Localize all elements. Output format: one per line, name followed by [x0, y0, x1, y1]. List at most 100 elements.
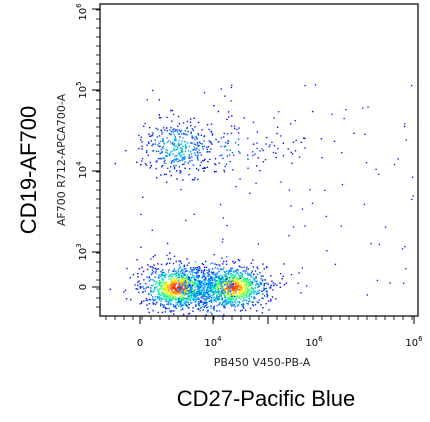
event-dot	[174, 280, 177, 282]
event-dot	[198, 305, 201, 307]
event-dot	[161, 273, 163, 275]
event-dot	[177, 293, 180, 295]
y-tick-label-0: 0	[78, 284, 89, 290]
event-dot	[262, 307, 264, 309]
event-dot	[236, 268, 238, 271]
event-dot	[252, 266, 255, 268]
event-dot	[176, 282, 178, 285]
event-dot	[154, 296, 157, 298]
event-dot	[231, 298, 234, 301]
event-dot	[173, 158, 175, 161]
event-dot	[216, 272, 219, 274]
event-dot	[226, 287, 228, 289]
event-dot	[236, 282, 238, 284]
event-dot	[233, 281, 235, 283]
event-dot	[252, 304, 254, 306]
event-dot	[177, 279, 180, 282]
event-dot	[195, 283, 197, 285]
event-dot	[212, 285, 214, 288]
event-dot	[254, 287, 256, 289]
event-dot	[212, 288, 215, 290]
event-dot	[324, 189, 326, 191]
event-dot	[226, 284, 228, 286]
event-dot	[290, 274, 293, 276]
event-dot	[242, 300, 244, 302]
event-dot	[189, 295, 191, 297]
event-dot	[241, 293, 244, 295]
event-dot	[221, 299, 223, 301]
event-dot	[237, 278, 239, 281]
event-dot	[246, 154, 249, 156]
event-dot	[160, 263, 163, 266]
event-dot	[261, 290, 263, 292]
event-dot	[238, 301, 240, 303]
event-dot	[177, 297, 179, 300]
event-dot	[254, 297, 256, 300]
event-dot	[237, 259, 239, 261]
event-dot	[175, 164, 177, 167]
event-dot	[166, 283, 168, 286]
event-dot	[219, 292, 221, 294]
event-dot	[179, 292, 181, 295]
event-dot	[213, 277, 215, 279]
event-dot	[252, 297, 255, 300]
event-dot	[183, 282, 185, 284]
event-dot	[242, 294, 245, 296]
event-dot	[132, 274, 134, 276]
event-dot	[251, 287, 253, 290]
event-dot	[136, 288, 139, 290]
event-dot	[300, 292, 302, 294]
event-dot	[241, 309, 243, 311]
event-dot	[158, 296, 160, 298]
event-dot	[151, 272, 153, 274]
event-dot	[159, 158, 161, 160]
event-dot	[192, 293, 194, 295]
event-dot	[246, 268, 248, 270]
event-dot	[246, 291, 249, 294]
event-dot	[257, 293, 259, 295]
event-dot	[141, 160, 143, 162]
event-dot	[147, 264, 149, 266]
event-dot	[239, 291, 241, 293]
event-dot	[184, 157, 186, 159]
event-dot	[228, 285, 230, 287]
event-dot	[168, 133, 171, 135]
event-dot	[189, 157, 192, 159]
event-dot	[187, 276, 190, 278]
event-dot	[213, 309, 216, 311]
event-dot	[199, 280, 202, 282]
event-dot	[214, 267, 217, 269]
event-dot	[155, 283, 157, 285]
event-dot	[176, 129, 178, 131]
event-dot	[258, 284, 260, 286]
event-dot	[166, 141, 169, 143]
event-dot	[170, 109, 172, 112]
event-dot	[175, 283, 177, 286]
event-dot	[182, 291, 185, 293]
event-dot	[145, 297, 147, 300]
event-dot	[223, 260, 225, 263]
event-dot	[163, 295, 166, 297]
event-dot	[153, 280, 155, 282]
event-dot	[166, 303, 168, 305]
event-dot	[230, 293, 232, 295]
event-dot	[165, 296, 167, 299]
event-dot	[182, 150, 184, 152]
event-dot	[206, 302, 209, 304]
event-dot	[262, 289, 265, 292]
event-dot	[222, 275, 224, 277]
event-dot	[188, 288, 190, 290]
event-dot	[222, 286, 224, 288]
event-dot	[163, 289, 165, 291]
event-dot	[173, 268, 175, 270]
event-dot	[197, 152, 199, 154]
event-dot	[215, 138, 217, 141]
event-dot	[304, 147, 306, 149]
event-dot	[216, 298, 219, 301]
event-dot	[174, 144, 176, 147]
event-dot	[178, 139, 180, 142]
event-dot	[234, 299, 237, 301]
event-dot	[239, 286, 242, 289]
event-dot	[272, 282, 274, 284]
event-dot	[227, 299, 229, 301]
